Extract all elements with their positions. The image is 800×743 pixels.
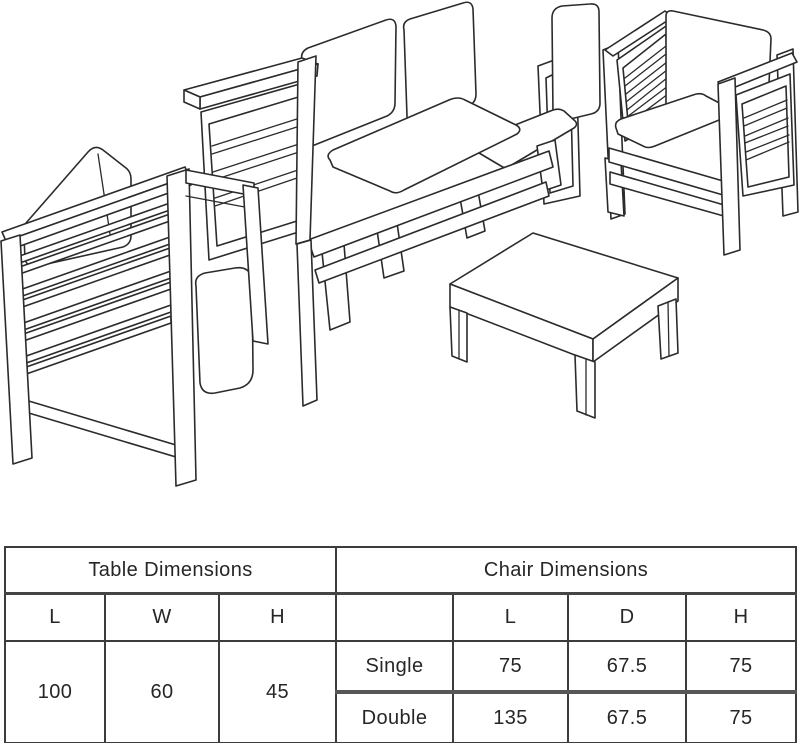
chair-double-label: Double [335,691,454,743]
table-dimensions-header: Table Dimensions [4,546,337,595]
chair-single-length: 75 [452,640,569,694]
coffee-table-illustration [449,232,679,419]
chair-double-depth: 67.5 [567,691,687,743]
furniture-set-illustration [0,1,799,487]
two-seat-sofa-illustration [183,1,601,407]
chair-col-l: L [452,592,569,642]
chair-single-depth: 67.5 [567,640,687,694]
chair-single-height: 75 [684,640,798,694]
chair-dimensions-header: Chair Dimensions [334,546,798,595]
armchair-left-illustration [0,146,269,487]
dimensions-table: Table Dimensions Chair Dimensions L W H … [4,546,798,743]
chair-double-length: 135 [452,691,569,743]
chair-double-height: 75 [684,691,798,743]
table-height-value: 45 [218,640,337,743]
armchair-right-illustration [602,10,799,256]
table-col-h: H [218,592,337,642]
table-col-l: L [4,592,106,642]
table-col-w: W [104,592,220,642]
chair-row-label-header [335,592,454,642]
table-length-value: 100 [4,640,106,743]
chair-single-label: Single [335,640,454,694]
chair-col-d: D [567,592,687,642]
table-width-value: 60 [104,640,220,743]
furniture-line-drawing [0,1,799,487]
chair-col-h: H [684,592,798,642]
